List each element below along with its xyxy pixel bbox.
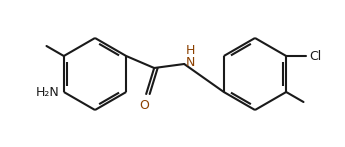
Text: H: H <box>186 44 196 57</box>
Text: H₂N: H₂N <box>36 86 60 98</box>
Text: O: O <box>139 99 149 112</box>
Text: Cl: Cl <box>309 50 322 62</box>
Text: N: N <box>186 56 196 70</box>
